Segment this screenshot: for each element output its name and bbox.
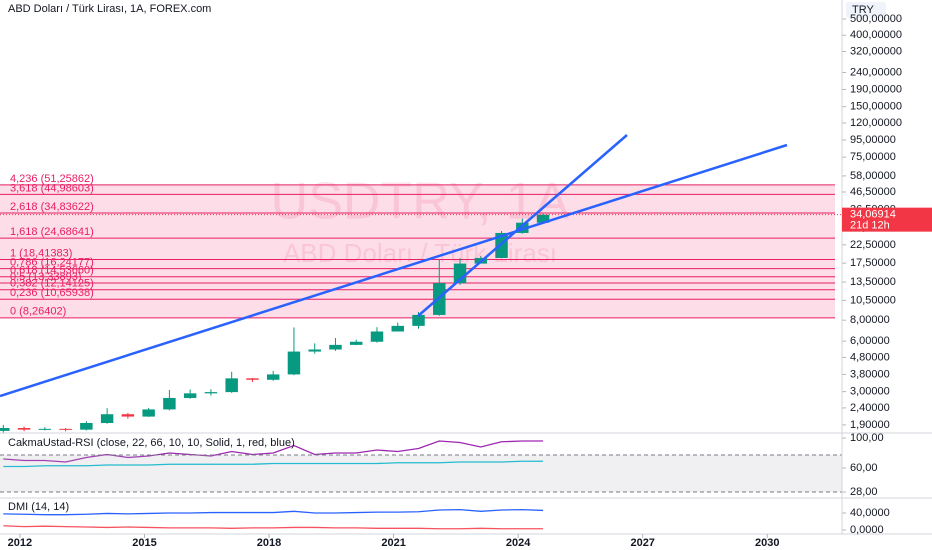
y-tick-label: 95,00000 [850, 134, 896, 146]
candle-body [204, 392, 218, 394]
fib-label: 0,618 (14,53660) [10, 265, 94, 277]
y-tick-label: 10,50000 [850, 294, 896, 306]
x-tick-label: 2012 [8, 537, 32, 549]
watermark-subtitle: ABD Doları / Türk Lirası [283, 238, 557, 268]
y-tick-label: 150,00000 [850, 101, 902, 113]
watermark: USDTRY, 1A [271, 173, 570, 231]
candle-body [225, 378, 238, 393]
x-tick-label: 2030 [755, 537, 779, 549]
fib-label: 0,236 (10,65938) [10, 287, 94, 299]
candle-body [59, 428, 72, 430]
fib-label: 0,382 (12,14125) [10, 278, 94, 290]
y-tick-label: 1,90000 [850, 419, 890, 431]
trendline [417, 134, 628, 317]
series-line [3, 460, 544, 468]
candle-body [495, 232, 508, 258]
price-label-box [842, 207, 932, 232]
y-tick-label: 3,80000 [850, 368, 890, 380]
candle-body [329, 344, 342, 350]
y-tick-label: 2,40000 [850, 402, 890, 414]
y-tick-label: 500,00000 [850, 13, 902, 25]
y-tick-label: 75,00000 [850, 151, 896, 163]
candle-body [142, 409, 155, 417]
candle-body [412, 314, 425, 326]
candle-body [183, 393, 197, 398]
rsi-title: CakmaUstad-RSI (close, 22, 66, 10, 10, S… [8, 437, 295, 449]
candle-body [80, 423, 93, 430]
y-tick-label: 22,50000 [850, 239, 896, 251]
y-tick-label: 3,00000 [850, 386, 890, 398]
rsi-band [0, 455, 842, 492]
candle-body [266, 374, 280, 380]
chart-title: ABD Doları / Türk Lirası, 1A, FOREX.com [8, 3, 211, 15]
fib-zone [0, 184, 835, 318]
candle-body [38, 428, 52, 430]
candle-body [350, 341, 363, 345]
fib-label: 3,618 (44,98603) [10, 182, 94, 194]
currency[interactable]: TRY [852, 4, 874, 16]
candle-body [308, 349, 321, 352]
y-tick-label: 190,00000 [850, 83, 902, 95]
fib-label: 0,786 (16,24177) [10, 257, 94, 269]
series-line [3, 508, 544, 516]
x-tick-label: 2027 [630, 537, 654, 549]
y-tick-label: 60,00 [850, 462, 878, 474]
candle-body [536, 214, 550, 223]
y-tick-label: 40,0000 [850, 507, 890, 519]
y-tick-label: 400,00000 [850, 29, 902, 41]
candle-body [370, 331, 384, 342]
candle-body [17, 428, 31, 430]
y-tick-label: 28,00 [850, 486, 878, 498]
y-tick-label: 4,80000 [850, 351, 890, 363]
fib-label: 4,236 (51,25862) [10, 173, 94, 185]
candle-body [246, 378, 259, 380]
y-tick-label: 240,00000 [850, 66, 902, 78]
trendline [0, 143, 788, 398]
fib-label: 0 (8,26402) [10, 306, 66, 318]
fib-label: 1,618 (24,68641) [10, 226, 94, 238]
y-tick-label: 100,00 [850, 432, 884, 444]
y-tick-label: 13,50000 [850, 276, 896, 288]
series-line [3, 525, 544, 530]
x-tick-label: 2015 [132, 537, 156, 549]
fib-label: 1 (18,41383) [10, 247, 72, 259]
candle-body [100, 414, 114, 424]
candle-body [121, 414, 135, 417]
chart-layer: 4,236 (51,25862)3,618 (44,98603) 2,618 (3… [0, 18, 846, 531]
x-tick-label: 2024 [506, 537, 531, 549]
y-tick-label: 8,00000 [850, 314, 890, 326]
y-tick-label: 6,00000 [850, 335, 890, 347]
candle-body [516, 222, 529, 233]
candle-body [391, 325, 404, 332]
y-tick-label: 46,50000 [850, 186, 896, 198]
x-tick-label: 2018 [257, 537, 281, 549]
price-label: 34,06914 [850, 209, 896, 221]
y-tick-label: 320,00000 [850, 45, 902, 57]
fib-label: 2,618 (34,83622) [10, 201, 94, 213]
candle-body [0, 428, 10, 431]
y-tick-label: 58,00000 [850, 170, 896, 182]
currency-box[interactable] [846, 2, 886, 18]
dmi-title: DMI (14, 14) [8, 501, 69, 513]
candle-body [163, 397, 176, 410]
y-tick-label: 120,00000 [850, 117, 902, 129]
candle-body [287, 351, 301, 375]
series-line [3, 440, 544, 463]
x-tick-label: 2021 [381, 537, 405, 549]
fib-label: 0,5 (13,33893) [10, 271, 82, 283]
countdown: 21d 12h [850, 220, 890, 232]
y-tick-label: 17,50000 [850, 257, 896, 269]
y-tick-label: 0,0000 [850, 524, 884, 536]
